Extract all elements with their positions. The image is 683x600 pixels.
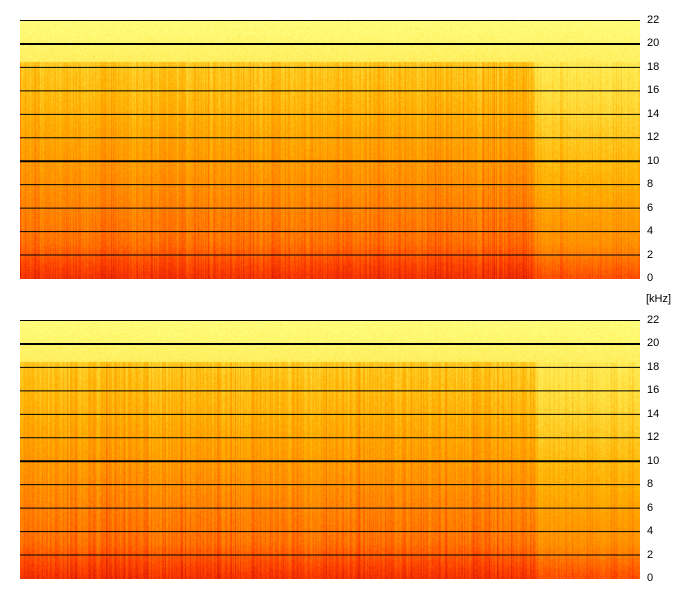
y-tick-label: 0 xyxy=(647,572,654,584)
spectrogram-top xyxy=(20,20,640,279)
y-tick-label: 4 xyxy=(647,525,654,538)
y-tick-label: 18 xyxy=(647,360,660,373)
y-tick-label: 2 xyxy=(647,248,654,261)
y-tick-label: 16 xyxy=(647,84,660,97)
y-tick-label: 6 xyxy=(647,201,654,214)
spectrogram-bottom-image xyxy=(20,320,640,579)
y-tick-label: 10 xyxy=(647,454,660,467)
y-tick-label: 12 xyxy=(647,431,660,444)
y-tick-label: 10 xyxy=(647,154,660,167)
spectrogram-top-gridlines xyxy=(20,20,640,256)
y-tick-label: 8 xyxy=(647,478,654,491)
frequency-unit-label: [kHz] xyxy=(646,293,672,305)
y-tick-label: 8 xyxy=(647,178,654,191)
y-tick-label: 20 xyxy=(647,337,660,350)
y-tick-label: 14 xyxy=(647,407,660,420)
y-tick-label: 4 xyxy=(647,225,654,238)
y-tick-label: 22 xyxy=(647,314,660,326)
spectrogram-bottom-gridlines xyxy=(20,320,640,556)
spectrogram-bottom xyxy=(20,320,640,579)
y-tick-label: 22 xyxy=(647,14,660,26)
y-tick-label: 14 xyxy=(647,107,660,120)
y-tick-label: 6 xyxy=(647,501,654,514)
y-tick-label: 2 xyxy=(647,548,654,561)
y-tick-label: 16 xyxy=(647,384,660,397)
y-tick-label: 20 xyxy=(647,37,660,50)
y-tick-label: 12 xyxy=(647,131,660,144)
y-tick-label: 18 xyxy=(647,60,660,73)
y-tick-label: 0 xyxy=(647,272,654,284)
spectrogram-top-image xyxy=(20,20,640,279)
